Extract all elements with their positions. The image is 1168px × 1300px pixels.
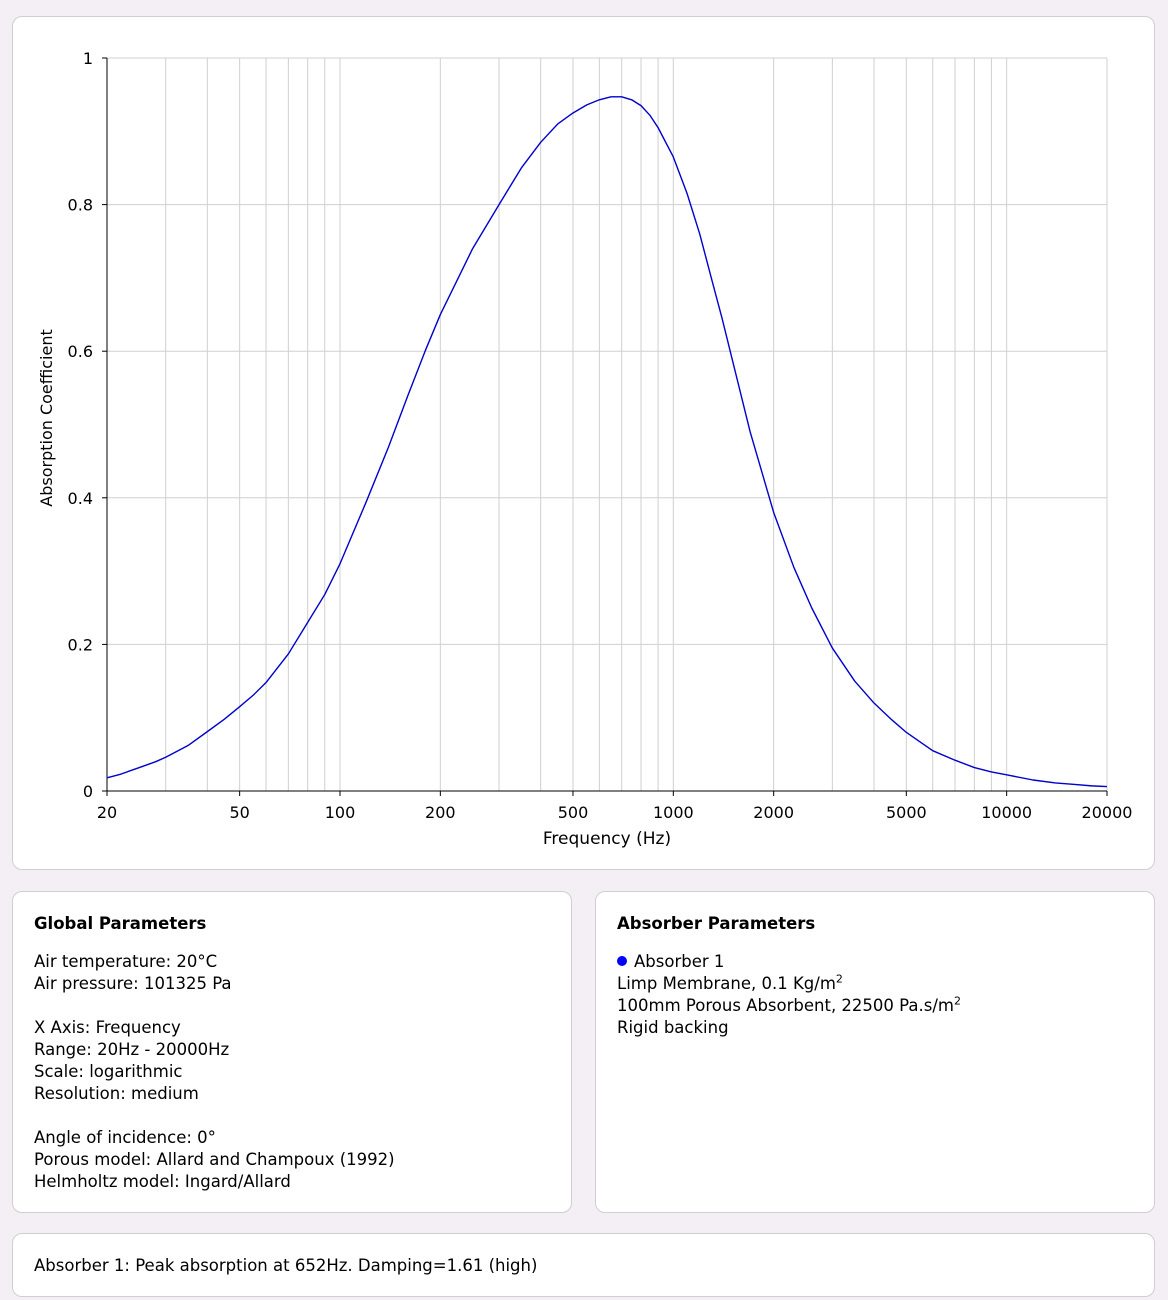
y-tick-label: 0.8 xyxy=(68,196,93,215)
x-tick-label: 20000 xyxy=(1082,803,1133,822)
x-axis-setting: X Axis: Frequency xyxy=(34,1018,181,1037)
grid xyxy=(106,57,1108,792)
x-tick-label: 10000 xyxy=(981,803,1032,822)
x-tick-label: 1000 xyxy=(653,803,694,822)
global-parameters-panel: Global Parameters Air temperature: 20°C … xyxy=(12,891,572,1213)
absorber-parameters-title: Absorber Parameters xyxy=(617,914,816,933)
chart-panel: 0 0.2 0.4 0.6 0.8 1 20 50 100 200 500 1000 2000 5000 1… xyxy=(12,16,1155,870)
axes xyxy=(102,57,1108,796)
tick-labels: 0 0.2 0.4 0.6 0.8 1 20 50 100 200 500 1000 2000 5000 1… xyxy=(68,49,1133,822)
porous-model: Porous model: Allard and Champoux (1992) xyxy=(34,1150,395,1169)
absorber-name: Absorber 1 xyxy=(634,952,725,971)
absorber-layer-membrane: Limp Membrane, 0.1 Kg/m2 xyxy=(617,972,843,994)
x-tick-label: 5000 xyxy=(886,803,927,822)
helmholtz-model: Helmholtz model: Ingard/Allard xyxy=(34,1172,291,1191)
y-tick-label: 0.6 xyxy=(68,342,93,361)
range-setting: Range: 20Hz - 20000Hz xyxy=(34,1040,230,1059)
x-tick-label: 200 xyxy=(425,803,456,822)
resolution-setting: Resolution: medium xyxy=(34,1084,199,1103)
summary-panel: Absorber 1: Peak absorption at 652Hz. Da… xyxy=(12,1233,1155,1297)
peak-summary: Absorber 1: Peak absorption at 652Hz. Da… xyxy=(34,1255,538,1275)
absorber-1-curve xyxy=(106,96,1108,788)
angle-of-incidence: Angle of incidence: 0° xyxy=(34,1128,216,1147)
air-pressure: Air pressure: 101325 Pa xyxy=(34,974,232,993)
absorption-chart: 0 0.2 0.4 0.6 0.8 1 20 50 100 200 500 1000 2000 5000 1… xyxy=(37,49,1133,849)
absorber-layer-backing: Rigid backing xyxy=(617,1018,729,1037)
absorber-color-dot-icon xyxy=(617,955,627,966)
absorber-parameters-panel: Absorber Parameters Absorber 1 Limp Memb… xyxy=(595,891,1155,1213)
x-tick-label: 20 xyxy=(97,803,117,822)
x-tick-label: 500 xyxy=(558,803,589,822)
global-parameters-title: Global Parameters xyxy=(34,914,207,933)
x-tick-label: 100 xyxy=(325,803,356,822)
y-tick-label: 0.2 xyxy=(68,635,93,654)
absorber-layer-porous: 100mm Porous Absorbent, 22500 Pa.s/m2 xyxy=(617,994,961,1016)
x-axis-label: Frequency (Hz) xyxy=(543,829,671,849)
y-axis-label: Absorption Coefficient xyxy=(37,329,56,506)
x-tick-label: 50 xyxy=(229,803,249,822)
x-tick-label: 2000 xyxy=(753,803,794,822)
y-tick-label: 0.4 xyxy=(68,489,93,508)
series xyxy=(106,96,1108,788)
y-tick-label: 0 xyxy=(83,782,93,801)
scale-setting: Scale: logarithmic xyxy=(34,1062,183,1081)
absorber-legend-item: Absorber 1 xyxy=(617,951,1133,973)
air-temperature: Air temperature: 20°C xyxy=(34,952,218,971)
y-tick-label: 1 xyxy=(83,49,93,68)
